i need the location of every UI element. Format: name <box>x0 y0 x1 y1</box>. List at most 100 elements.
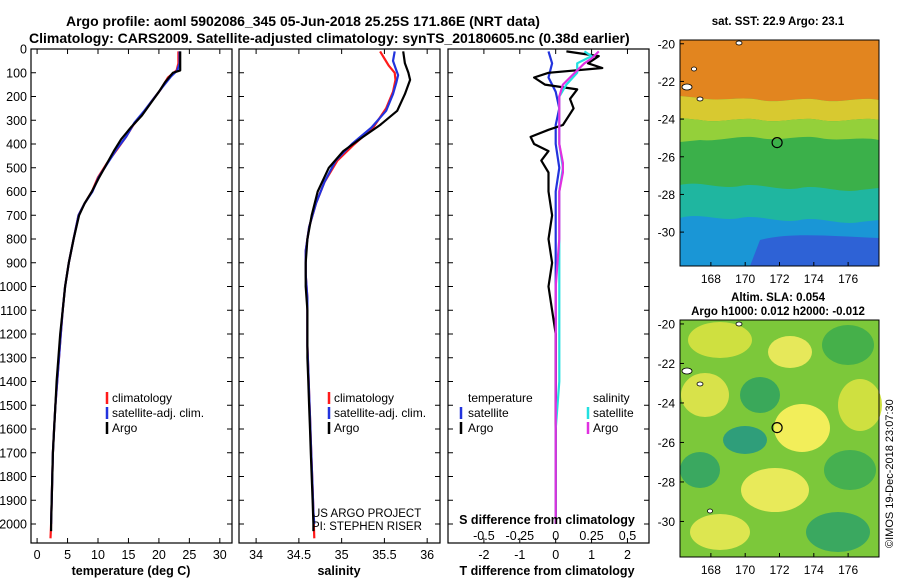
sla-map-title: Altim. SLA: 0.054 <box>731 292 826 304</box>
depth-tick-label: 1600 <box>0 423 27 437</box>
map-x-tick-label: 174 <box>804 563 824 577</box>
series-line-salinity-argo <box>554 50 600 524</box>
s-diff-tick-label: -0.5 <box>473 529 495 543</box>
series-line-satellite-adj-clim- <box>50 51 181 525</box>
sst-island <box>696 96 704 102</box>
map-y-tick-label: -28 <box>658 475 676 489</box>
depth-tick-label: 2000 <box>0 518 27 532</box>
temperature-legend: climatology satellite-adj. clim. Argo <box>105 391 204 435</box>
x-tick-label: -1 <box>514 548 525 562</box>
credit-project: US ARGO PROJECT <box>312 508 421 520</box>
s-difference-axis-label: S difference from climatology <box>459 513 635 527</box>
sst-island <box>735 40 743 46</box>
sla-low-patch <box>680 452 720 488</box>
x-tick-label: -2 <box>478 548 489 562</box>
x-tick-label: 30 <box>213 548 227 562</box>
legend-label-t-satellite: satellite <box>468 406 509 420</box>
imos-stamp: ©IMOS 19-Dec-2018 23:07:30 <box>884 399 896 548</box>
depth-tick-label: 1700 <box>0 446 27 460</box>
depth-tick-label: 600 <box>6 185 27 199</box>
sla-island <box>696 381 704 387</box>
sla-float-marker <box>771 422 783 434</box>
depth-tick-label: 100 <box>6 66 27 80</box>
map-y-tick-label: -24 <box>658 396 676 410</box>
legend-label-s-satellite: satellite <box>593 406 634 420</box>
map-x-tick-label: 176 <box>838 563 858 577</box>
map-y-tick-label: -24 <box>658 113 676 127</box>
x-tick-label: 35.5 <box>372 548 396 562</box>
depth-tick-label: 500 <box>6 161 27 175</box>
map-y-tick-label: -22 <box>658 75 676 89</box>
depth-tick-label: 1400 <box>0 375 27 389</box>
map-x-tick-label: 172 <box>769 272 789 286</box>
sst-map-title: sat. SST: 22.9 Argo: 23.1 <box>712 16 845 28</box>
sla-island <box>681 367 693 375</box>
map-y-tick-label: -26 <box>658 150 676 164</box>
sla-high-patch <box>774 404 830 452</box>
map-y-tick-label: -28 <box>658 188 676 202</box>
sst-island <box>681 83 693 91</box>
salinity-panel <box>238 48 441 544</box>
x-tick-label: 0 <box>552 548 559 562</box>
sla-map-subtitle: Argo h1000: 0.012 h2000: -0.012 <box>691 306 865 318</box>
depth-tick-label: 1900 <box>0 494 27 508</box>
x-tick-label: 5 <box>64 548 71 562</box>
series-line-climatology <box>49 51 180 539</box>
x-tick-label: 36 <box>420 548 434 562</box>
salinity-x-axis: 34 34.5 35 35.5 36 <box>249 49 434 562</box>
depth-tick-label: 300 <box>6 114 27 128</box>
x-tick-label: 35 <box>335 548 349 562</box>
salinity-series <box>304 50 412 539</box>
sst-lime-band <box>680 118 879 142</box>
legend-title-temperature: temperature <box>468 391 533 405</box>
x-tick-label: 2 <box>624 548 631 562</box>
map-y-tick-label: -30 <box>658 515 676 529</box>
sla-high-patch <box>768 336 812 368</box>
map-x-tick-label: 176 <box>838 272 858 286</box>
depth-tick-label: 1100 <box>0 304 27 318</box>
sst-float-marker <box>771 137 783 149</box>
legend-label-satellite: satellite-adj. clim. <box>334 406 426 420</box>
temperature-x-axis: 0 5 10 15 20 25 30 <box>34 49 227 562</box>
x-tick-label: 15 <box>122 548 136 562</box>
sla-high-patch <box>741 468 809 512</box>
header-title: Argo profile: aoml 5902086_345 05-Jun-20… <box>66 13 540 29</box>
sst-yellow-band <box>680 96 879 122</box>
credit-pi: PI: STEPHEN RISER <box>312 521 422 533</box>
x-tick-label: 25 <box>182 548 196 562</box>
x-tick-label: 34 <box>249 548 263 562</box>
map-x-tick-label: 172 <box>769 563 789 577</box>
legend-label-t-argo: Argo <box>468 421 494 435</box>
sst-warm-band <box>680 40 879 102</box>
s-diff-tick-label: 0.5 <box>619 529 636 543</box>
sla-high-patch <box>838 379 882 431</box>
temperature-axis-label: temperature (deg C) <box>72 564 191 578</box>
series-line-salinity-satellite <box>554 50 593 524</box>
map-y-tick-label: -20 <box>658 317 676 331</box>
s-diff-tick-label: 0 <box>552 529 559 543</box>
legend-label-s-argo: Argo <box>593 421 619 435</box>
depth-tick-label: 1300 <box>0 351 27 365</box>
sst-map <box>679 39 880 267</box>
temperature-panel <box>30 48 233 544</box>
series-line-argo <box>304 51 412 532</box>
salinity-legend: climatology satellite-adj. clim. Argo <box>327 391 426 435</box>
map-x-tick-label: 168 <box>701 563 721 577</box>
map-y-tick-label: -22 <box>658 357 676 371</box>
s-diff-tick-label: -0.25 <box>506 529 535 543</box>
temperature-series <box>49 51 182 539</box>
series-line-temperature-satellite <box>547 51 561 524</box>
depth-tick-label: 200 <box>6 90 27 104</box>
depth-tick-label: 800 <box>6 233 27 247</box>
map-y-tick-label: -30 <box>658 226 676 240</box>
depth-tick-label: 0 <box>20 43 27 57</box>
sla-high-patch <box>690 514 750 550</box>
s-diff-tick-label: 0.25 <box>579 529 603 543</box>
x-tick-label: 10 <box>91 548 105 562</box>
map-x-tick-label: 174 <box>804 272 824 286</box>
salinity-difference-axis: -0.5 -0.25 0 0.25 0.5 <box>473 529 636 543</box>
legend-title-salinity: salinity <box>593 391 630 405</box>
sla-low-patch <box>822 325 874 365</box>
depth-axis: 0 100 200 300 400 500 600 700 800 900 1000 1100 1200… <box>0 43 649 532</box>
